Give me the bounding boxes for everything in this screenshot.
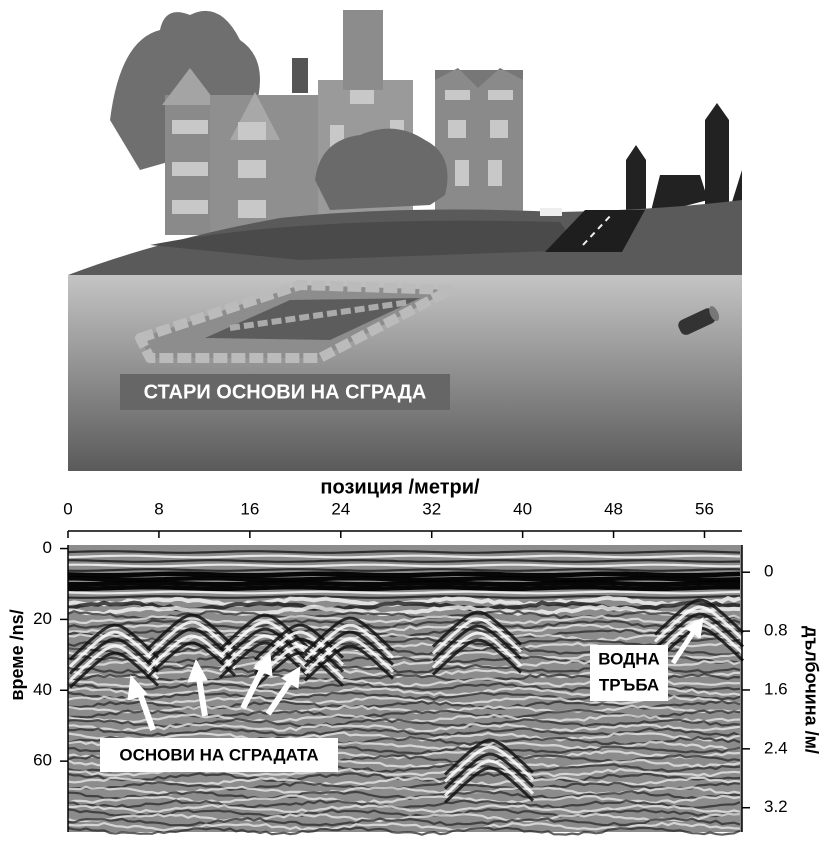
texture — [67, 776, 741, 787]
x-tick-label: 32 — [422, 499, 441, 518]
texture — [431, 631, 523, 669]
texture — [145, 613, 237, 651]
texture — [67, 595, 740, 599]
texture — [443, 738, 535, 776]
texture — [68, 637, 160, 675]
texture — [67, 812, 741, 823]
texture — [67, 799, 741, 809]
texture — [67, 790, 741, 801]
texture — [67, 584, 741, 592]
x-tick-label: 24 — [331, 499, 350, 518]
texture — [68, 651, 160, 689]
x-tick-label: 16 — [240, 499, 259, 518]
x-tick-label: 56 — [695, 499, 714, 518]
y-tick-label: 0 — [43, 538, 52, 557]
y2-tick-label: 0.8 — [764, 621, 788, 640]
texture — [67, 695, 741, 706]
texture — [67, 826, 741, 836]
x-tick-label: 8 — [154, 499, 163, 518]
texture — [443, 759, 535, 797]
scene-label: СТАРИ ОСНОВИ НА СГРАДА — [144, 381, 427, 403]
texture — [67, 568, 741, 572]
texture — [431, 638, 523, 676]
y-tick-label: 60 — [33, 751, 52, 770]
pipe-label: ВОДНА — [598, 649, 660, 668]
texture — [653, 605, 745, 643]
texture — [67, 717, 741, 728]
texture — [67, 637, 741, 647]
texture — [67, 554, 741, 559]
radargram — [67, 550, 745, 836]
pipe-box — [590, 645, 668, 701]
texture — [431, 624, 523, 662]
texture — [443, 752, 535, 790]
texture — [443, 745, 535, 783]
texture — [67, 571, 741, 578]
texture — [653, 612, 745, 650]
texture — [303, 630, 395, 668]
texture — [68, 630, 160, 668]
texture — [67, 704, 741, 715]
texture — [303, 644, 395, 682]
texture — [68, 644, 160, 682]
x-tick-label: 0 — [63, 499, 72, 518]
texture — [67, 817, 741, 827]
y2-tick-label: 2.4 — [764, 738, 788, 757]
y2-tick-label: 1.6 — [764, 679, 788, 698]
texture — [431, 617, 523, 655]
y-tick-label: 20 — [33, 609, 52, 628]
texture — [145, 620, 237, 658]
texture — [67, 563, 741, 568]
texture — [67, 604, 741, 617]
pipe-label: ТРЪБА — [599, 675, 659, 694]
texture — [443, 766, 535, 804]
texture — [303, 623, 395, 661]
foundations-box — [100, 738, 338, 772]
texture — [303, 616, 395, 654]
texture — [67, 580, 741, 587]
y2-axis-title: дълбочина /м/ — [801, 626, 821, 754]
texture — [68, 623, 160, 661]
foundations-label: ОСНОВИ НА СГРАДАТА — [119, 745, 318, 764]
x-tick-label: 48 — [604, 499, 623, 518]
texture — [67, 550, 741, 554]
texture — [67, 803, 741, 814]
x-tick-label: 40 — [513, 499, 532, 518]
y-axis-title: време /ns/ — [7, 609, 27, 700]
texture — [67, 575, 741, 583]
texture — [67, 590, 741, 595]
texture — [67, 821, 741, 832]
texture — [431, 610, 523, 648]
texture — [303, 637, 395, 675]
x-axis-title: позиция /метри/ — [320, 476, 480, 498]
y2-tick-label: 3.2 — [764, 797, 788, 816]
texture — [68, 559, 741, 563]
y-tick-label: 40 — [33, 680, 52, 699]
texture — [218, 641, 310, 679]
arrows — [127, 617, 704, 732]
y2-tick-label: 0 — [764, 562, 773, 581]
texture — [653, 598, 745, 636]
texture — [67, 808, 741, 818]
texture — [67, 610, 741, 620]
illustration: СТАРИ ОСНОВИ НА СГРАДА — [68, 10, 742, 471]
texture — [67, 772, 741, 783]
